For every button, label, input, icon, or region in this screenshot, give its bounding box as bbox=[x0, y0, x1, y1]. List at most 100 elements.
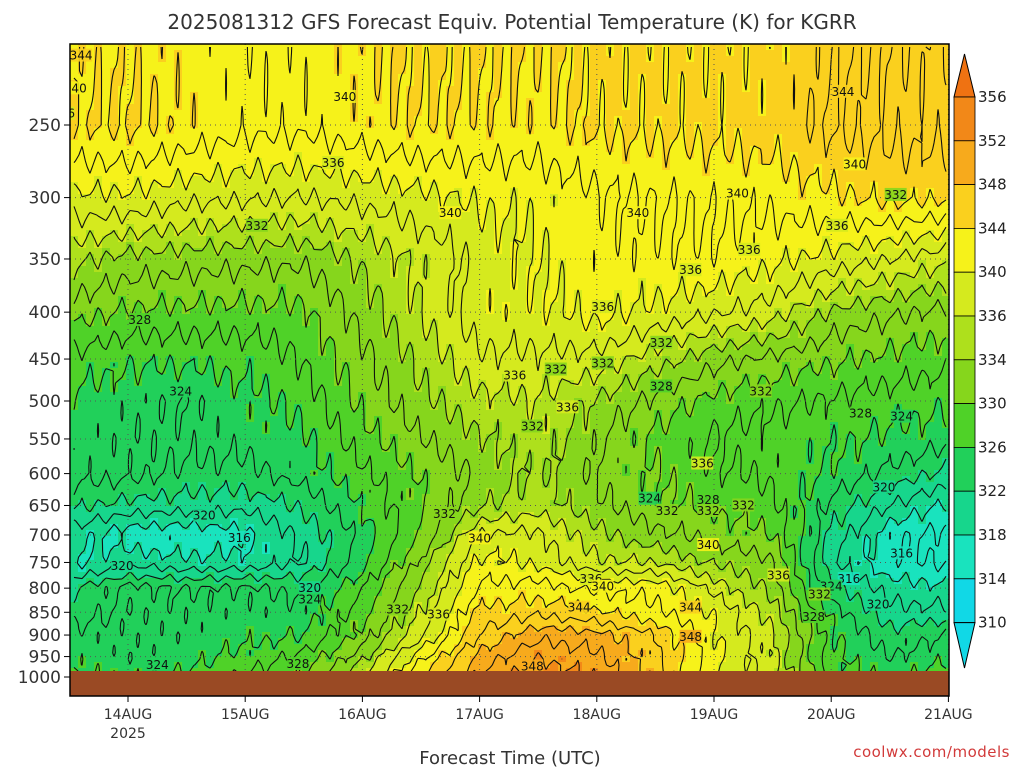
heatmap-cell bbox=[134, 44, 143, 51]
heatmap-cell bbox=[942, 140, 949, 147]
heatmap-cell bbox=[118, 314, 127, 321]
heatmap-cell bbox=[102, 122, 111, 129]
heatmap-cell bbox=[598, 176, 607, 183]
heatmap-cell bbox=[934, 98, 943, 105]
heatmap-cell bbox=[638, 188, 647, 195]
heatmap-cell bbox=[550, 104, 559, 111]
heatmap-cell bbox=[918, 308, 927, 315]
heatmap-cell bbox=[470, 302, 479, 309]
heatmap-cell bbox=[302, 188, 311, 195]
heatmap-cell bbox=[390, 206, 399, 213]
heatmap-cell bbox=[910, 158, 919, 165]
heatmap-cell bbox=[486, 260, 495, 267]
heatmap-cell bbox=[342, 254, 351, 261]
heatmap-cell bbox=[70, 170, 79, 177]
heatmap-cell bbox=[214, 278, 223, 285]
heatmap-cell bbox=[662, 104, 671, 111]
heatmap-cell bbox=[150, 254, 159, 261]
heatmap-cell bbox=[222, 110, 231, 117]
heatmap-cell bbox=[294, 86, 303, 93]
heatmap-cell bbox=[166, 86, 175, 93]
heatmap-cell bbox=[630, 68, 639, 75]
heatmap-cell bbox=[110, 74, 119, 81]
heatmap-cell bbox=[718, 134, 727, 141]
heatmap-cell bbox=[382, 146, 391, 153]
heatmap-cell bbox=[214, 212, 223, 219]
heatmap-cell bbox=[894, 74, 903, 81]
heatmap-cell bbox=[886, 230, 895, 237]
heatmap-cell bbox=[614, 218, 623, 225]
heatmap-cell bbox=[670, 122, 679, 129]
heatmap-cell bbox=[414, 182, 423, 189]
heatmap-cell bbox=[214, 236, 223, 243]
heatmap-cell bbox=[590, 272, 599, 279]
heatmap-cell bbox=[118, 86, 127, 93]
heatmap-cell bbox=[398, 92, 407, 99]
heatmap-cell bbox=[502, 86, 511, 93]
heatmap-cell bbox=[918, 224, 927, 231]
heatmap-cell bbox=[622, 278, 631, 285]
heatmap-cell bbox=[574, 296, 583, 303]
heatmap-cell bbox=[454, 278, 463, 285]
heatmap-cell bbox=[486, 182, 495, 189]
heatmap-cell bbox=[94, 164, 103, 171]
heatmap-cell bbox=[310, 242, 319, 249]
heatmap-cell bbox=[238, 296, 247, 303]
heatmap-cell bbox=[174, 176, 183, 183]
heatmap-cell bbox=[454, 122, 463, 129]
heatmap-cell bbox=[422, 284, 431, 291]
heatmap-cell bbox=[790, 128, 799, 135]
heatmap-cell bbox=[646, 62, 655, 69]
heatmap-cell bbox=[678, 284, 687, 291]
heatmap-cell bbox=[318, 230, 327, 237]
heatmap-cell bbox=[758, 302, 767, 309]
heatmap-cell bbox=[542, 248, 551, 255]
heatmap-cell bbox=[70, 218, 79, 225]
heatmap-cell bbox=[430, 224, 439, 231]
heatmap-cell bbox=[614, 272, 623, 279]
heatmap-cell bbox=[838, 272, 847, 279]
heatmap-cell bbox=[934, 104, 943, 111]
heatmap-cell bbox=[734, 224, 743, 231]
heatmap-cell bbox=[654, 56, 663, 63]
heatmap-cell bbox=[246, 86, 255, 93]
heatmap-cell bbox=[222, 266, 231, 273]
heatmap-cell bbox=[142, 98, 151, 105]
heatmap-cell bbox=[654, 194, 663, 201]
heatmap-cell bbox=[150, 314, 159, 321]
heatmap-cell bbox=[670, 206, 679, 213]
heatmap-cell bbox=[334, 284, 343, 291]
heatmap-cell bbox=[718, 182, 727, 189]
heatmap-cell bbox=[478, 128, 487, 135]
heatmap-cell bbox=[422, 98, 431, 105]
heatmap-cell bbox=[190, 296, 199, 303]
heatmap-cell bbox=[70, 266, 79, 273]
heatmap-cell bbox=[310, 86, 319, 93]
heatmap-cell bbox=[830, 152, 839, 159]
heatmap-cell bbox=[590, 194, 599, 201]
heatmap-cell bbox=[294, 122, 303, 129]
heatmap-cell bbox=[558, 206, 567, 213]
heatmap-cell bbox=[126, 86, 135, 93]
heatmap-cell bbox=[78, 98, 87, 105]
heatmap-cell bbox=[238, 254, 247, 261]
heatmap-cell bbox=[886, 278, 895, 285]
heatmap-cell bbox=[758, 50, 767, 57]
heatmap-cell bbox=[710, 278, 719, 285]
heatmap-cell bbox=[854, 302, 863, 309]
heatmap-cell bbox=[542, 62, 551, 69]
heatmap-cell bbox=[430, 290, 439, 297]
heatmap-cell bbox=[774, 44, 783, 51]
heatmap-cell bbox=[638, 62, 647, 69]
heatmap-cell bbox=[318, 260, 327, 267]
heatmap-cell bbox=[502, 242, 511, 249]
heatmap-cell bbox=[238, 152, 247, 159]
heatmap-cell bbox=[838, 62, 847, 69]
heatmap-cell bbox=[358, 272, 367, 279]
heatmap-cell bbox=[454, 224, 463, 231]
heatmap-cell bbox=[590, 104, 599, 111]
heatmap-cell bbox=[510, 230, 519, 237]
heatmap-cell bbox=[398, 242, 407, 249]
heatmap-cell bbox=[902, 248, 911, 255]
heatmap-cell bbox=[918, 98, 927, 105]
